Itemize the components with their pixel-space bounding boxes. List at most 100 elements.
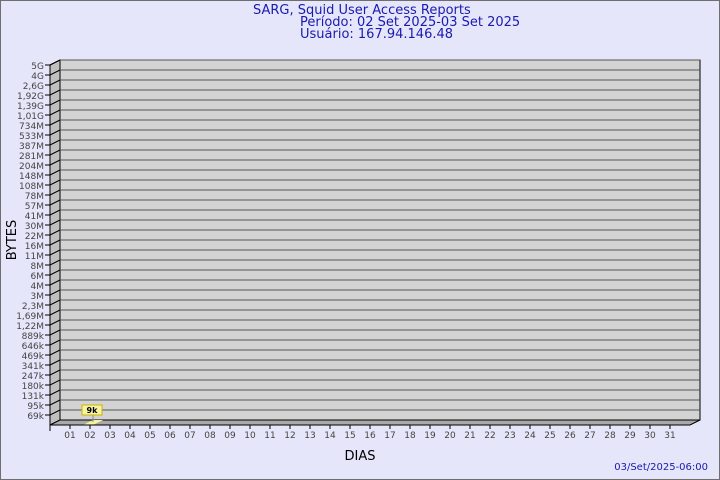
chart-user: Usuário: 167.94.146.48	[300, 27, 454, 42]
x-tick-label: 01	[64, 431, 75, 441]
gridline-side	[49, 149, 61, 156]
y-tick-label: 8M	[31, 262, 45, 272]
x-tick-label: 19	[424, 431, 436, 441]
x-tick-label: 20	[444, 431, 456, 441]
x-tick-label: 03	[104, 431, 115, 441]
y-tick-label: 2,3M	[22, 302, 44, 312]
x-tick-label: 04	[124, 431, 136, 441]
gridline-side	[49, 79, 61, 86]
data-label-box	[81, 404, 103, 416]
y-tick-label: 148M	[19, 172, 44, 182]
y-tick-label: 2,6G	[23, 82, 44, 92]
y-tick-label: 1,92G	[17, 92, 44, 102]
gridline-side	[49, 199, 61, 206]
gridline-side	[49, 329, 61, 336]
gridline-side	[49, 409, 61, 416]
x-tick-label: 14	[324, 431, 336, 441]
x-tick-label: 31	[664, 431, 675, 441]
y-tick-label: 204M	[19, 162, 44, 172]
y-tick-label: 533M	[19, 132, 44, 142]
y-tick-label: 108M	[19, 182, 44, 192]
x-tick-label: 12	[284, 431, 295, 441]
gridline-side	[49, 179, 61, 186]
x-tick-label: 21	[464, 431, 475, 441]
gridline-side	[49, 229, 61, 236]
chart-title: SARG, Squid User Access Reports	[253, 3, 471, 18]
y-tick-label: 41M	[25, 212, 44, 222]
gridline-side	[49, 349, 61, 356]
x-tick-label: 28	[604, 431, 616, 441]
y-tick-label: 734M	[19, 122, 44, 132]
x-tick-label: 08	[204, 431, 216, 441]
y-tick-label: 341k	[22, 362, 45, 372]
gridline-side	[49, 69, 61, 76]
gridline-side	[49, 109, 61, 116]
y-tick-label: 247k	[22, 372, 45, 382]
footer-timestamp: 03/Set/2025-06:00	[614, 462, 708, 473]
x-tick-label: 10	[244, 431, 256, 441]
y-tick-label: 4G	[31, 72, 44, 82]
y-tick-label: 69k	[27, 412, 44, 422]
y-tick-label: 22M	[25, 232, 44, 242]
gridline-side	[49, 89, 61, 96]
bar	[83, 420, 103, 425]
data-label: 9k	[87, 406, 99, 415]
gridline-side	[49, 269, 61, 276]
gridline-side	[49, 289, 61, 296]
y-tick-label: 11M	[25, 252, 44, 262]
x-tick-label: 09	[224, 431, 236, 441]
y-tick-label: 3M	[31, 292, 45, 302]
gridline-side	[49, 319, 61, 326]
y-tick-label: 646k	[22, 342, 45, 352]
gridline-side	[49, 159, 61, 166]
x-tick-label: 11	[264, 431, 275, 441]
gridline-side	[49, 119, 61, 126]
x-tick-label: 29	[624, 431, 636, 441]
x-tick-label: 30	[644, 431, 656, 441]
x-tick-label: 18	[404, 431, 416, 441]
gridline-side	[49, 169, 61, 176]
gridline-side	[49, 359, 61, 366]
x-tick-label: 02	[84, 431, 95, 441]
gridline-side	[49, 99, 61, 106]
x-tick-label: 25	[544, 431, 555, 441]
x-tick-label: 07	[184, 431, 195, 441]
x-tick-label: 06	[164, 431, 176, 441]
gridline-side	[49, 249, 61, 256]
gridline-side	[49, 369, 61, 376]
y-tick-label: 1,39G	[17, 102, 44, 112]
y-tick-label: 1,69M	[16, 312, 44, 322]
x-tick-label: 27	[584, 431, 595, 441]
x-tick-label: 22	[484, 431, 495, 441]
y-tick-label: 180k	[22, 382, 45, 392]
y-tick-label: 131k	[22, 392, 45, 402]
y-tick-label: 95k	[27, 402, 44, 412]
x-tick-label: 05	[144, 431, 155, 441]
y-tick-label: 6M	[31, 272, 45, 282]
gridline-side	[49, 309, 61, 316]
gridline-side	[49, 189, 61, 196]
gridline-side	[49, 239, 61, 246]
y-tick-label: 5G	[31, 62, 44, 72]
y-tick-label: 16M	[25, 242, 44, 252]
y-axis-label: BYTES	[5, 220, 20, 261]
x-tick-label: 26	[564, 431, 576, 441]
y-tick-label: 1,01G	[17, 112, 44, 122]
x-tick-label: 15	[344, 431, 355, 441]
gridline-side	[49, 339, 61, 346]
y-tick-label: 57M	[25, 202, 44, 212]
floor	[49, 419, 701, 426]
chart-period: Período: 02 Set 2025-03 Set 2025	[300, 15, 521, 30]
y-tick-label: 4M	[31, 282, 45, 292]
gridline-side	[49, 399, 61, 406]
gridline-side	[49, 389, 61, 396]
x-tick-label: 23	[504, 431, 515, 441]
y-tick-label: 387M	[19, 142, 44, 152]
gridline-side	[49, 279, 61, 286]
x-tick-label: 17	[384, 431, 395, 441]
gridline-side	[49, 139, 61, 146]
y-tick-label: 30M	[25, 222, 44, 232]
x-tick-label: 24	[524, 431, 536, 441]
x-tick-label: 13	[304, 431, 315, 441]
